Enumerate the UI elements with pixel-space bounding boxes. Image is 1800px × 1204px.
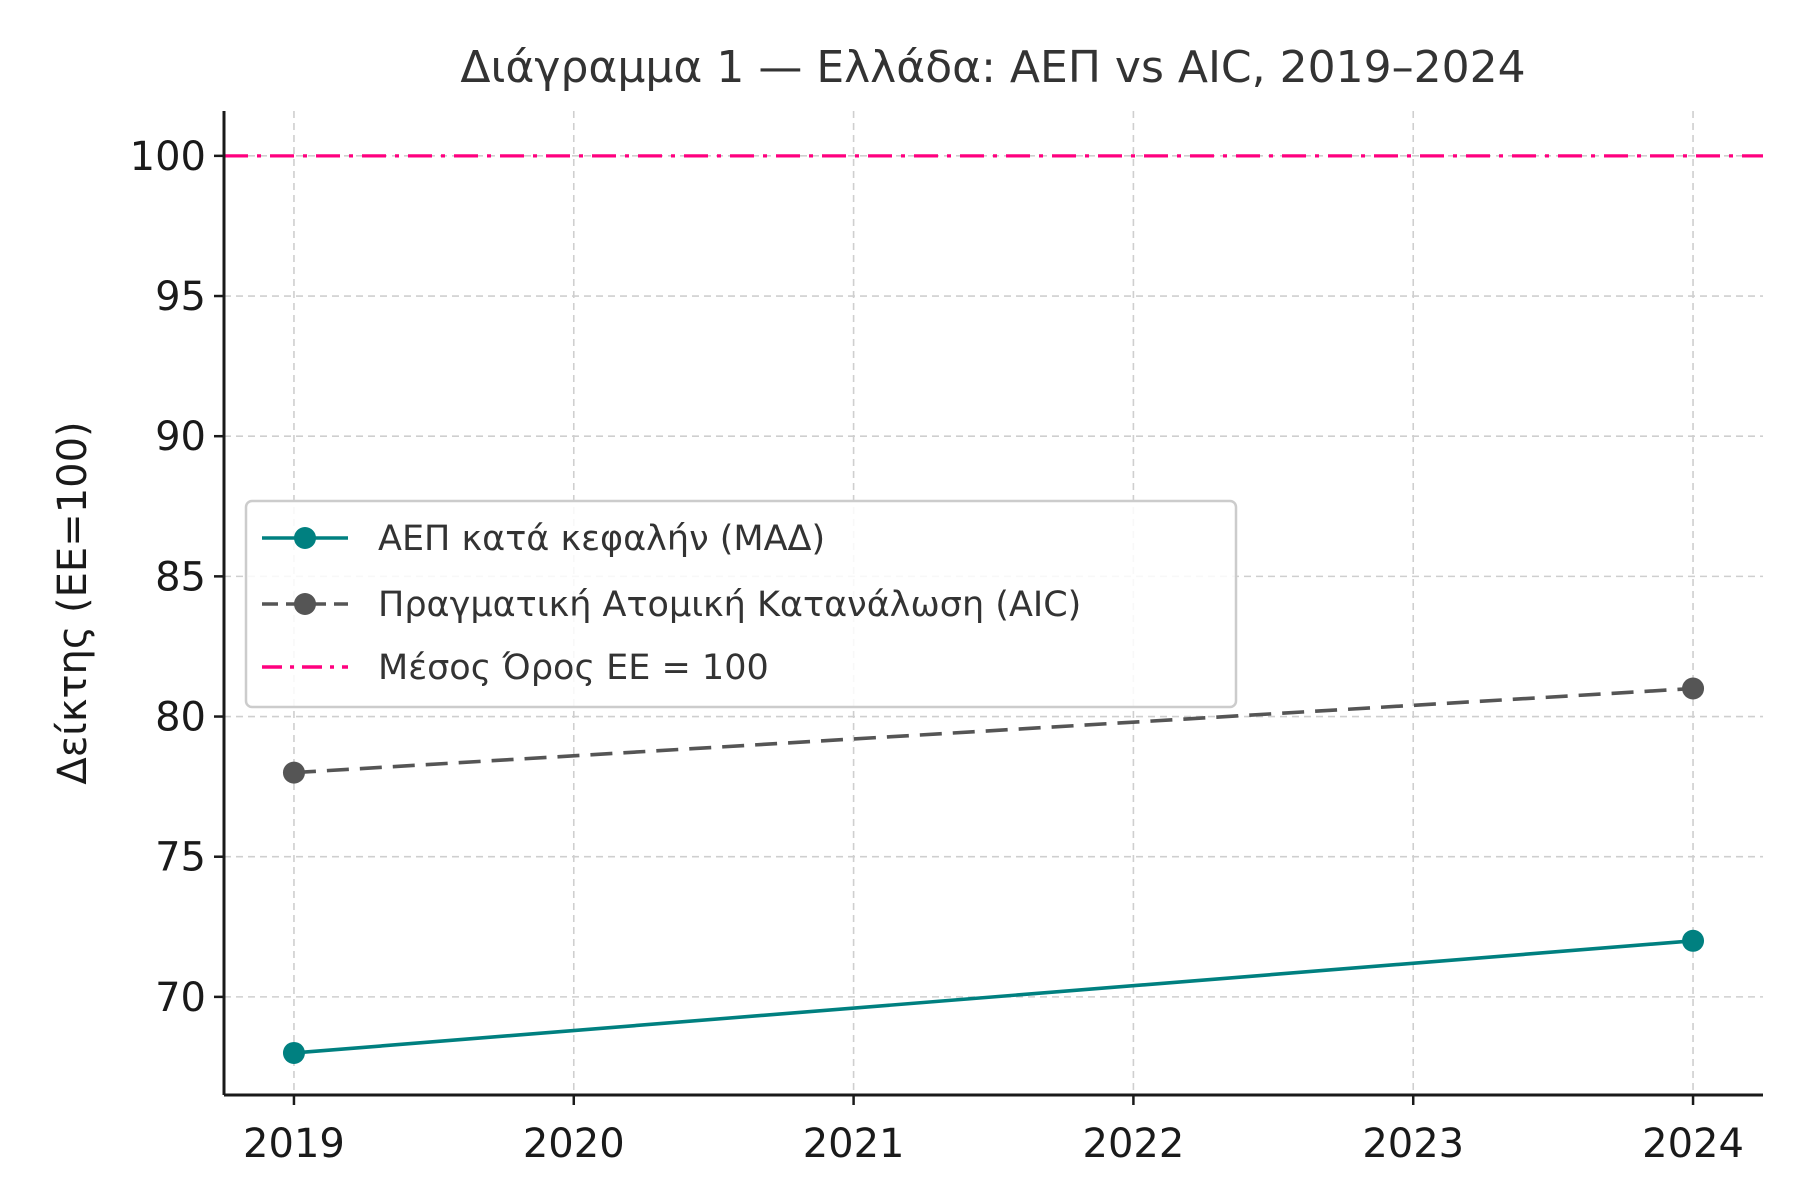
x-tick-label: 2022: [1083, 1121, 1185, 1167]
legend-marker: [294, 527, 316, 549]
legend-box: [244, 499, 1238, 709]
y-tick-label: 85: [155, 554, 206, 600]
x-tick-label: 2023: [1362, 1121, 1464, 1167]
y-tick-label: 95: [155, 274, 206, 320]
y-tick-label: 100: [130, 134, 206, 180]
y-tick-label: 75: [155, 835, 206, 881]
legend-marker: [294, 593, 316, 615]
data-point: [282, 761, 305, 784]
x-tick-label: 2024: [1642, 1121, 1744, 1167]
x-tick-label: 2020: [523, 1121, 625, 1167]
legend-label: Πραγματική Ατομική Κατανάλωση (AIC): [378, 585, 1081, 625]
y-axis-label: Δείκτης (ΕΕ=100): [50, 421, 96, 784]
y-tick-label: 80: [155, 695, 206, 741]
x-tick-label: 2021: [803, 1121, 905, 1167]
legend-label: Μέσος Όρος ΕΕ = 100: [378, 648, 769, 688]
data-point: [1682, 929, 1705, 952]
series-line-2: [293, 686, 1694, 775]
y-tick-label: 90: [155, 414, 206, 460]
y-tick-label: 70: [155, 975, 206, 1021]
data-point: [282, 1041, 305, 1064]
data-point: [1682, 677, 1705, 700]
legend: ΑΕΠ κατά κεφαλήν (ΜΑΔ) Πραγματική Ατομική…: [244, 499, 1238, 709]
y-axis-ticks: 70 75 80 85 90 95 100: [130, 134, 224, 1021]
x-axis-ticks: 2019 2020 2021 2022 2023 2024: [243, 1095, 1744, 1167]
legend-label: ΑΕΠ κατά κεφαλήν (ΜΑΔ): [378, 519, 825, 559]
series: [282, 677, 1705, 1064]
chart-title: Διάγραμμα 1 — Ελλάδα: ΑΕΠ vs AIC, 2019–2…: [460, 42, 1525, 93]
x-tick-label: 2019: [243, 1121, 345, 1167]
series-line-1: [293, 939, 1694, 1055]
